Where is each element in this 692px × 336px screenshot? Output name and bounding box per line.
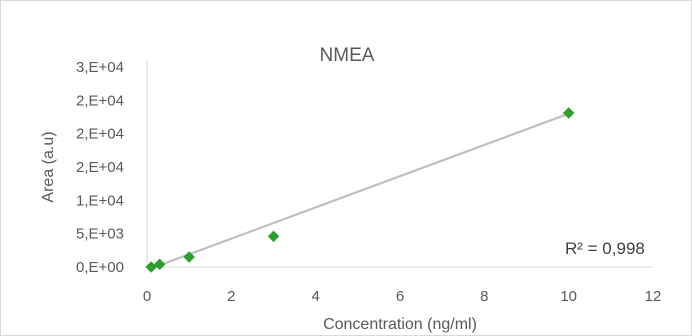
y-tick-label: 0,E+00 [76,259,124,276]
y-tick-label: 2,E+04 [76,159,124,176]
y-tick-label: 2,E+04 [76,126,124,143]
x-axis-title: Concentration (ng/ml) [323,316,477,333]
trendline-group [150,112,570,270]
x-tick-label: 8 [480,288,488,305]
y-tick-label: 2,E+04 [76,92,124,109]
data-points [145,107,575,273]
data-point [562,107,575,119]
y-tick-label: 5,E+03 [76,226,124,243]
y-axis-title: Area (a.u) [40,131,57,202]
y-tick-label: 1,E+04 [76,192,124,209]
x-tick-label: 10 [560,288,577,305]
data-point [267,230,280,243]
x-tick-label: 0 [143,288,151,305]
chart-title: NMEA [320,45,375,66]
data-point [153,258,166,271]
y-tick-labels: 0,E+00 5,E+03 1,E+04 2,E+04 2,E+04 2,E+04 3,E+… [76,59,124,276]
x-tick-label: 6 [396,288,404,305]
x-tick-label: 12 [645,288,662,305]
x-tick-label: 4 [311,288,319,305]
y-tick-label: 3,E+04 [76,59,124,76]
linear-trendline [150,112,570,270]
x-tick-labels: 0 2 4 6 8 10 12 [143,288,662,305]
axes [146,61,653,268]
data-point [183,251,196,263]
r-squared-annotation: R² = 0,998 [565,239,645,258]
x-tick-label: 2 [227,288,235,305]
